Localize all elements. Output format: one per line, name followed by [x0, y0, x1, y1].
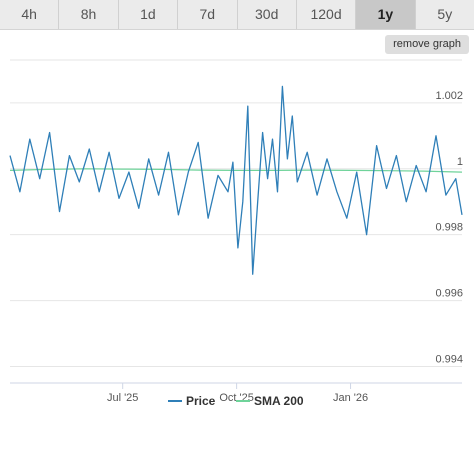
y-tick-label: 0.994 — [435, 354, 463, 366]
tab-30d[interactable]: 30d — [237, 0, 297, 29]
tab-4h[interactable]: 4h — [0, 0, 60, 29]
x-axis-ticks: Jul '25 Oct '25 Jan '26 — [107, 383, 368, 404]
y-tick-label: 0.996 — [435, 288, 463, 300]
series-lines — [9, 85, 463, 275]
x-tick-label: Jul '25 — [107, 392, 138, 404]
grid-lines — [10, 59, 462, 384]
remove-graph-button[interactable]: remove graph — [385, 35, 469, 54]
tab-1y[interactable]: 1y — [356, 0, 416, 29]
tab-5y[interactable]: 5y — [415, 0, 474, 29]
legend-label-sma-200: SMA 200 — [254, 394, 304, 408]
x-tick-label: Oct '25 — [219, 392, 254, 404]
legend: Price SMA 200 — [168, 394, 304, 408]
tab-8h[interactable]: 8h — [59, 0, 119, 29]
tab-7d[interactable]: 7d — [178, 0, 238, 29]
sma-200-series-line — [9, 168, 463, 173]
timeframe-tabs: 4h 8h 1d 7d 30d 120d 1y 5y — [0, 0, 474, 30]
legend-label-price: Price — [186, 394, 216, 408]
tab-1d[interactable]: 1d — [118, 0, 179, 29]
y-tick-label: 1 — [457, 156, 463, 168]
y-tick-label: 1.002 — [435, 90, 463, 102]
tab-120d[interactable]: 120d — [296, 0, 357, 29]
y-tick-label: 0.998 — [435, 222, 463, 234]
x-tick-label: Jan '26 — [333, 392, 368, 404]
y-axis-ticks: 0.994 0.996 0.998 1 1.002 — [435, 90, 463, 366]
price-series-line — [9, 85, 463, 275]
